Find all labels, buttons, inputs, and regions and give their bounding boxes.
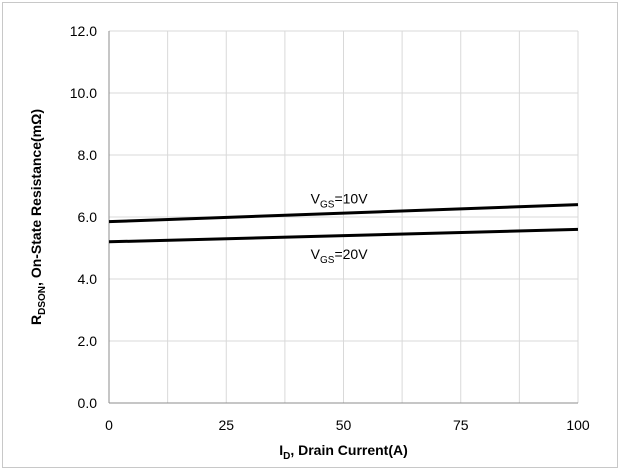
y-axis-title-main: R xyxy=(28,315,44,325)
x-axis-title: ID, Drain Current(A) xyxy=(279,442,408,462)
series-lines xyxy=(108,203,579,244)
y-tick-label: 6.0 xyxy=(78,209,98,225)
chart-frame: 0.0 2.0 4.0 6.0 8.0 10.0 12.0 0 25 50 75 100 VGS=1… xyxy=(2,2,618,468)
y-axis-title: RDSON, On-State Resistance(mΩ) xyxy=(28,109,48,325)
y-tick-label: 4.0 xyxy=(78,271,98,287)
series-label-rest: =10V xyxy=(334,190,368,206)
x-tick-label: 100 xyxy=(566,417,590,433)
series-label-main: V xyxy=(311,246,321,262)
x-axis-title-rest: , Drain Current(A) xyxy=(290,442,407,458)
y-tick-labels: 0.0 2.0 4.0 6.0 8.0 10.0 12.0 xyxy=(70,23,97,411)
x-tick-label: 75 xyxy=(453,417,469,433)
series-label-rest: =20V xyxy=(334,246,368,262)
y-tick-label: 12.0 xyxy=(70,23,97,39)
chart: 0.02.04.06.08.010.012.0 0 25 50 75 100 VGS=1… xyxy=(28,23,590,462)
grid xyxy=(109,30,579,403)
series-label-1: VGS=10V xyxy=(311,190,369,210)
x-tick-label: 50 xyxy=(336,417,352,433)
y-tick-label: 2.0 xyxy=(78,333,98,349)
y-tick-label: 8.0 xyxy=(78,147,98,163)
x-axis-title-subscript: D xyxy=(283,451,290,462)
y-axis-title-rest: , On-State Resistance(mΩ) xyxy=(28,109,44,286)
x-tick-label: 25 xyxy=(218,417,234,433)
series-line-2 xyxy=(108,227,579,244)
series-label-main: V xyxy=(311,190,321,206)
series-label-subscript: GS xyxy=(320,255,335,266)
series-line-1 xyxy=(108,203,579,224)
y-axis-title-subscript: DSON xyxy=(37,286,48,315)
y-tick-label: 0.0 xyxy=(78,395,98,411)
y-tick-label: 10.0 xyxy=(70,85,97,101)
x-axis-title-main: I xyxy=(279,442,283,458)
x-tick-labels: 0 25 50 75 100 xyxy=(105,417,590,433)
x-tick-label: 0 xyxy=(105,417,113,433)
series-label-subscript: GS xyxy=(320,199,335,210)
axes xyxy=(108,31,578,404)
series-label-2: VGS=20V xyxy=(311,246,369,266)
